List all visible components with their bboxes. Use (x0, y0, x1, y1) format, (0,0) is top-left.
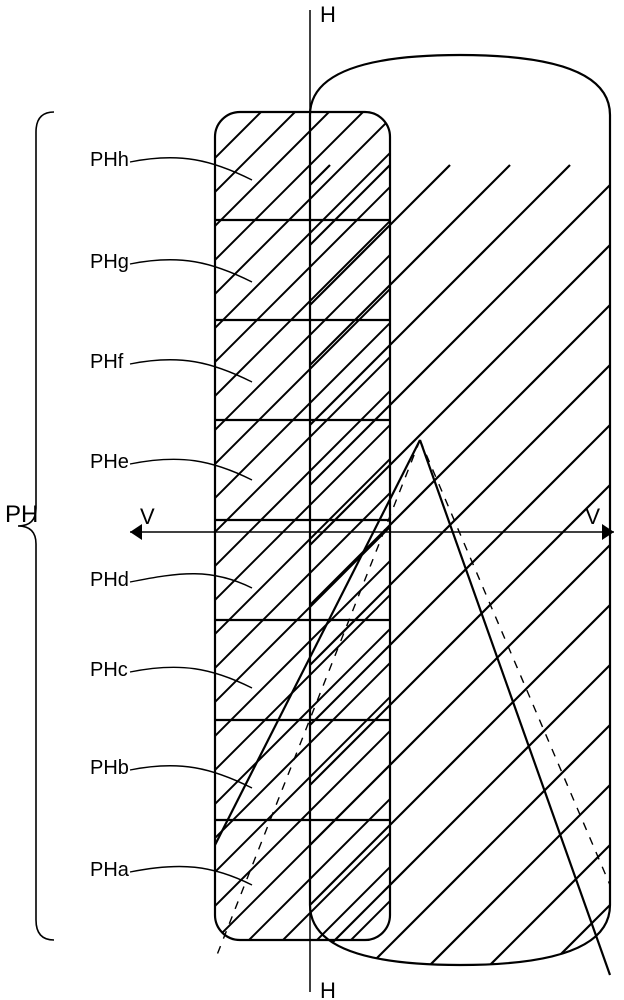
axes (130, 10, 614, 992)
label-PHb: PHb (90, 757, 129, 779)
axis-h-bot: H (320, 978, 336, 1000)
axis-v-right: V (585, 504, 600, 529)
label-PHg: PHg (90, 251, 129, 273)
brace-label: PH (5, 501, 38, 528)
label-PHh: PHh (90, 149, 129, 171)
label-PHf: PHf (90, 351, 124, 373)
label-PHd: PHd (90, 569, 129, 591)
label-PHc: PHc (90, 659, 128, 681)
axis-h-top: H (320, 2, 336, 27)
label-PHa: PHa (90, 859, 130, 881)
axis-v-left: V (140, 504, 155, 529)
label-PHe: PHe (90, 451, 129, 473)
